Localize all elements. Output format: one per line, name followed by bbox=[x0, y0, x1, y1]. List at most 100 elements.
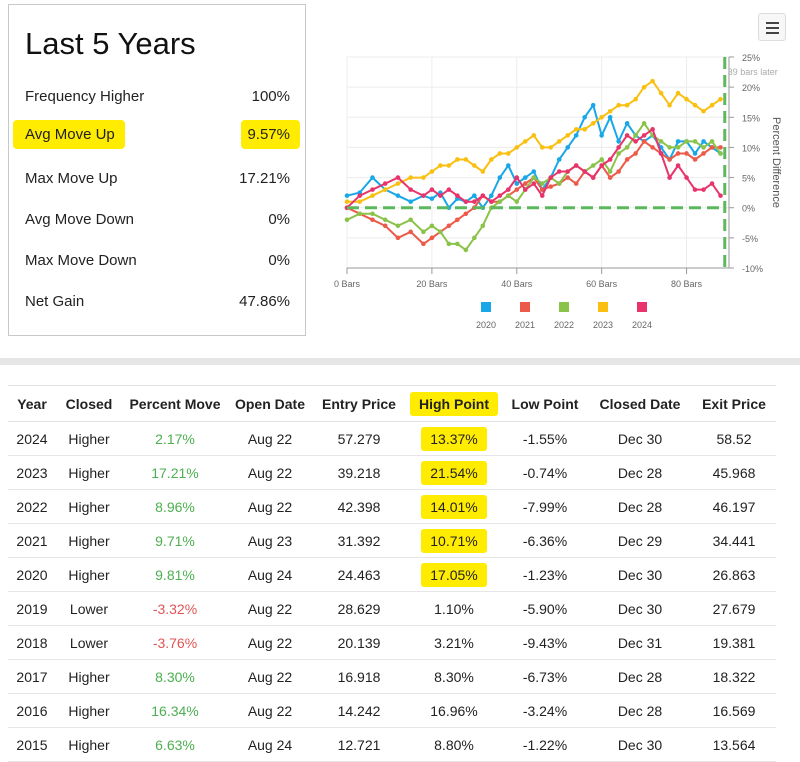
cell-year: 2024 bbox=[8, 421, 56, 456]
cell-low-point: -1.22% bbox=[502, 727, 588, 762]
data-point-2022 bbox=[692, 139, 698, 144]
data-point-2022 bbox=[514, 199, 520, 204]
cell-high-point: 1.10% bbox=[406, 591, 502, 626]
column-header-high-point[interactable]: High Point bbox=[406, 385, 502, 422]
data-point-2020 bbox=[408, 199, 413, 204]
column-header-percent-move[interactable]: Percent Move bbox=[122, 385, 228, 422]
y-tick-label: 10% bbox=[742, 143, 760, 153]
data-point-2022 bbox=[382, 217, 388, 223]
cell-exit-price: 26.863 bbox=[692, 557, 776, 592]
cell-high-point: 3.21% bbox=[406, 625, 502, 660]
chart-svg: 25% 20% 15% 10% 5% 0% -5% -10% 0 Bars 20 Bars 40 B… bbox=[334, 53, 782, 330]
data-point-2022 bbox=[370, 211, 375, 217]
data-point-2024 bbox=[684, 175, 689, 180]
cell-entry-price: 12.721 bbox=[312, 727, 406, 762]
stat-net-gain: Net Gain 47.86% bbox=[25, 290, 290, 314]
column-header-closed-date[interactable]: Closed Date bbox=[588, 385, 692, 422]
stat-value: 17.21% bbox=[239, 170, 290, 187]
cell-exit-price: 18.322 bbox=[692, 659, 776, 694]
y-tick-label: -5% bbox=[742, 234, 758, 244]
cell-percent-move: 8.96% bbox=[122, 489, 228, 524]
data-point-2023 bbox=[408, 175, 413, 180]
table-row: 2024 Higher 2.17% Aug 22 57.279 13.37% -1.55% D… bbox=[8, 421, 776, 456]
data-point-2022 bbox=[701, 145, 706, 150]
cell-closed-date: Dec 30 bbox=[588, 421, 692, 456]
data-point-2020 bbox=[565, 145, 571, 150]
data-point-2021 bbox=[382, 223, 388, 229]
cell-low-point: -6.36% bbox=[502, 523, 588, 558]
data-point-2023 bbox=[438, 163, 443, 168]
data-point-2020 bbox=[505, 163, 511, 168]
data-point-2024 bbox=[718, 193, 723, 198]
data-point-2023 bbox=[480, 169, 486, 174]
data-point-2020 bbox=[472, 193, 477, 198]
summary-title: Last 5 Years bbox=[25, 26, 196, 61]
cell-entry-price: 28.629 bbox=[312, 591, 406, 626]
data-point-2024 bbox=[565, 169, 571, 174]
table-row: 2016 Higher 16.34% Aug 22 14.242 16.96% -3.24%… bbox=[8, 693, 776, 728]
data-point-2024 bbox=[582, 169, 587, 174]
data-point-2023 bbox=[455, 157, 460, 162]
column-header-entry-price[interactable]: Entry Price bbox=[312, 385, 406, 422]
data-point-2024 bbox=[446, 187, 452, 192]
cell-high-point: 10.71% bbox=[406, 523, 502, 558]
data-point-2023 bbox=[472, 163, 477, 168]
table-row: 2018 Lower -3.76% Aug 22 20.139 3.21% -9.43% De… bbox=[8, 625, 776, 660]
data-point-2023 bbox=[548, 145, 554, 150]
cell-exit-price: 58.52 bbox=[692, 421, 776, 456]
data-point-2023 bbox=[429, 169, 435, 174]
y-axis-title: Percent Difference bbox=[770, 117, 782, 208]
column-header-low-point[interactable]: Low Point bbox=[502, 385, 588, 422]
cell-percent-move: 6.63% bbox=[122, 727, 228, 762]
series-line-2024 bbox=[346, 127, 722, 209]
stat-label: Frequency Higher bbox=[25, 88, 145, 105]
cell-percent-move: 8.30% bbox=[122, 659, 228, 694]
cell-percent-move: 9.81% bbox=[122, 557, 228, 592]
series-line-2021 bbox=[346, 140, 721, 246]
chart-menu-button[interactable] bbox=[758, 13, 786, 41]
cell-closed-date: Dec 29 bbox=[588, 523, 692, 558]
data-point-2021 bbox=[675, 151, 681, 156]
data-point-2021 bbox=[548, 184, 554, 189]
data-point-2023 bbox=[573, 127, 579, 132]
column-header-exit-price[interactable]: Exit Price bbox=[692, 385, 776, 422]
data-point-2024 bbox=[658, 151, 664, 156]
cell-low-point: -1.23% bbox=[502, 557, 588, 592]
data-point-2024 bbox=[429, 187, 435, 192]
cell-open-date: Aug 22 bbox=[228, 659, 312, 694]
table-row: 2019 Lower -3.32% Aug 22 28.629 1.10% -5.90% De… bbox=[8, 591, 776, 626]
data-point-2022 bbox=[709, 139, 715, 144]
stat-max-move-down: Max Move Down 0% bbox=[25, 249, 290, 273]
data-point-2022 bbox=[539, 181, 545, 186]
cell-low-point: -3.24% bbox=[502, 693, 588, 728]
cell-year: 2021 bbox=[8, 523, 56, 558]
data-point-2022 bbox=[641, 121, 647, 126]
data-point-2022 bbox=[633, 133, 638, 138]
data-point-2020 bbox=[556, 157, 562, 162]
data-point-2022 bbox=[344, 217, 350, 223]
data-point-2023 bbox=[556, 139, 562, 144]
data-point-2020 bbox=[370, 175, 375, 180]
data-point-2021 bbox=[446, 223, 452, 229]
column-header-year[interactable]: Year bbox=[8, 385, 56, 422]
data-point-2023 bbox=[370, 193, 375, 198]
stat-label: Avg Move Down bbox=[25, 211, 134, 228]
legend-swatch-2023 bbox=[598, 302, 608, 312]
data-point-2024 bbox=[548, 175, 554, 180]
data-point-2023 bbox=[709, 102, 715, 108]
column-header-open-date[interactable]: Open Date bbox=[228, 385, 312, 422]
series-line-2022 bbox=[346, 121, 722, 252]
table-row: 2023 Higher 17.21% Aug 22 39.218 21.54% -0.74%… bbox=[8, 455, 776, 490]
data-point-2020 bbox=[344, 193, 350, 198]
stat-avg-move-up: Avg Move Up 9.57% bbox=[13, 120, 300, 149]
cell-closed: Lower bbox=[56, 591, 122, 626]
data-point-2021 bbox=[370, 217, 375, 223]
data-point-2024 bbox=[599, 163, 604, 168]
cell-open-date: Aug 22 bbox=[228, 693, 312, 728]
column-header-closed[interactable]: Closed bbox=[56, 385, 122, 422]
cell-percent-move: 2.17% bbox=[122, 421, 228, 456]
cell-open-date: Aug 24 bbox=[228, 557, 312, 592]
highlighted-value: 21.54% bbox=[421, 460, 487, 485]
data-point-2024 bbox=[633, 139, 638, 144]
highlighted-value: 13.37% bbox=[421, 426, 487, 451]
